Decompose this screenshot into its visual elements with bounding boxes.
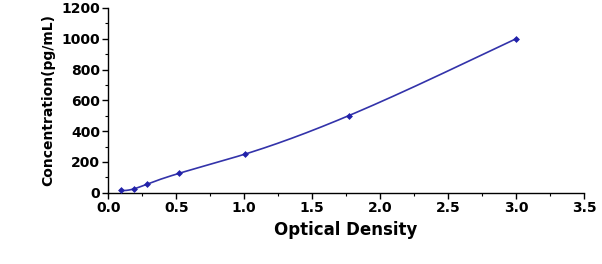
X-axis label: Optical Density: Optical Density (275, 221, 418, 239)
Y-axis label: Concentration(pg/mL): Concentration(pg/mL) (42, 14, 56, 186)
